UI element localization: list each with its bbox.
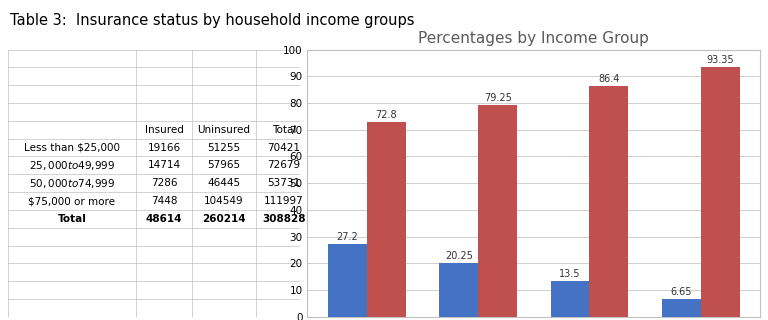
Text: 111997: 111997 xyxy=(264,196,303,206)
Bar xyxy=(478,105,517,317)
Text: 72679: 72679 xyxy=(267,160,300,170)
Text: 86.4: 86.4 xyxy=(598,74,620,84)
Text: 72.8: 72.8 xyxy=(376,110,397,120)
Text: 27.2: 27.2 xyxy=(336,232,359,242)
Text: 7448: 7448 xyxy=(151,196,177,206)
Text: 70421: 70421 xyxy=(267,143,300,153)
Text: 104549: 104549 xyxy=(204,196,243,206)
Bar xyxy=(367,122,406,317)
Bar xyxy=(700,68,740,317)
Text: Total: Total xyxy=(58,214,87,224)
Text: Less than $25,000: Less than $25,000 xyxy=(24,143,120,153)
Text: Table 3:  Insurance status by household income groups: Table 3: Insurance status by household i… xyxy=(10,13,415,28)
Text: $25,000 to $49,999: $25,000 to $49,999 xyxy=(29,159,115,172)
Text: 13.5: 13.5 xyxy=(559,268,581,279)
Text: $75,000 or more: $75,000 or more xyxy=(28,196,115,206)
Text: 260214: 260214 xyxy=(202,214,246,224)
Text: 20.25: 20.25 xyxy=(445,251,472,260)
Text: 79.25: 79.25 xyxy=(484,93,511,103)
Text: Total: Total xyxy=(272,125,296,135)
Title: Percentages by Income Group: Percentages by Income Group xyxy=(419,31,649,46)
Bar xyxy=(551,281,590,317)
Bar xyxy=(328,244,367,317)
Text: 57965: 57965 xyxy=(207,160,240,170)
Text: 7286: 7286 xyxy=(151,178,177,188)
Text: 53731: 53731 xyxy=(267,178,300,188)
Bar xyxy=(662,299,700,317)
Text: 93.35: 93.35 xyxy=(707,55,734,65)
Text: 51255: 51255 xyxy=(207,143,240,153)
Text: 308828: 308828 xyxy=(262,214,306,224)
Bar xyxy=(590,86,628,317)
Text: Uninsured: Uninsured xyxy=(197,125,250,135)
Text: 6.65: 6.65 xyxy=(670,287,692,297)
Text: 48614: 48614 xyxy=(146,214,182,224)
Bar xyxy=(439,263,478,317)
Text: Insured: Insured xyxy=(144,125,184,135)
Text: 14714: 14714 xyxy=(147,160,180,170)
Text: $50,000 to $74,999: $50,000 to $74,999 xyxy=(29,177,115,190)
Text: 46445: 46445 xyxy=(207,178,240,188)
Text: 19166: 19166 xyxy=(147,143,180,153)
